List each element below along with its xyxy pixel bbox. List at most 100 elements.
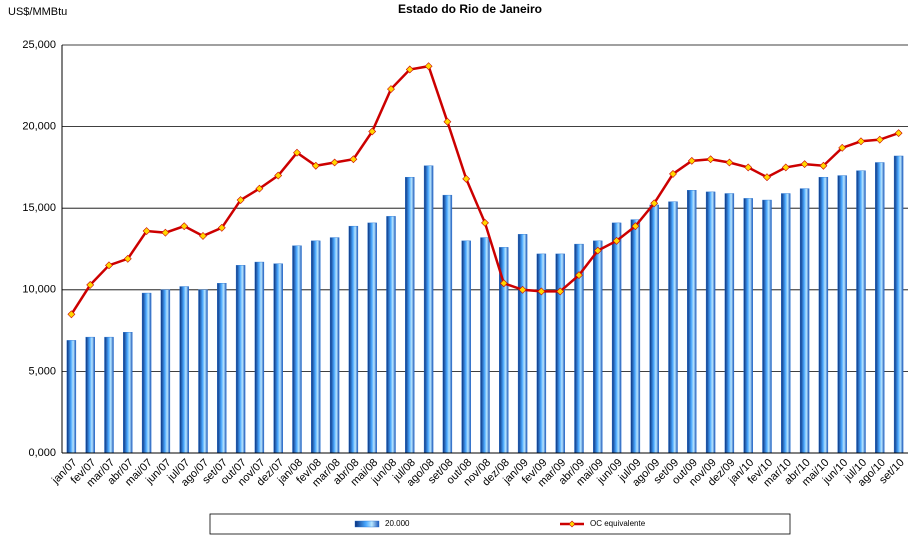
bar	[687, 190, 697, 454]
bar	[461, 240, 471, 454]
line-marker	[405, 65, 414, 74]
line-marker	[857, 137, 865, 146]
bar	[593, 240, 603, 454]
bar	[630, 219, 641, 454]
bar	[123, 332, 133, 454]
bar	[649, 204, 659, 454]
line-marker	[236, 196, 245, 204]
line-marker	[706, 155, 715, 164]
bar	[480, 237, 490, 454]
line-marker	[781, 163, 790, 172]
line-marker	[67, 310, 76, 319]
y-tick-label: 15,000	[22, 202, 56, 214]
bar	[405, 176, 415, 454]
bar	[875, 162, 885, 454]
line-marker	[650, 199, 659, 208]
line-marker	[274, 171, 283, 180]
bar	[724, 193, 735, 454]
bar	[536, 253, 547, 454]
bar	[781, 193, 791, 454]
line-marker	[443, 117, 452, 126]
line-marker	[744, 163, 753, 172]
bar	[799, 188, 810, 454]
line-marker	[575, 271, 583, 280]
y-axis-label: US$/MMBtu	[8, 6, 67, 18]
bar	[499, 247, 509, 454]
bar	[705, 191, 716, 454]
y-tick-label: 25,000	[22, 39, 56, 51]
bar	[856, 170, 866, 454]
bar	[818, 176, 829, 454]
y-tick-label: 10,000	[22, 284, 56, 296]
line-marker	[838, 143, 847, 152]
line-marker	[330, 158, 339, 167]
y-tick-label: 5,000	[28, 365, 56, 377]
line-marker	[612, 236, 621, 245]
line-marker	[142, 227, 151, 235]
line-marker	[819, 161, 828, 170]
bar	[837, 175, 847, 454]
bar	[762, 199, 772, 454]
bar	[179, 286, 189, 454]
line-marker	[105, 261, 113, 270]
line-marker	[462, 174, 471, 183]
bar	[442, 194, 453, 454]
legend-marker	[568, 520, 576, 528]
bar	[198, 289, 208, 454]
bar	[104, 336, 114, 454]
bar	[386, 216, 396, 454]
bar	[292, 245, 302, 454]
bar	[254, 261, 265, 454]
line-marker	[593, 246, 602, 255]
line-marker	[424, 62, 433, 71]
bar	[66, 340, 77, 454]
line-marker	[255, 184, 264, 193]
legend-label: 20.000	[385, 519, 410, 528]
line-marker	[800, 160, 809, 169]
bar	[668, 201, 678, 454]
bar	[160, 289, 171, 454]
bar	[893, 155, 904, 454]
line-marker	[217, 223, 226, 232]
bar	[329, 237, 340, 454]
line-marker	[180, 222, 189, 231]
bar	[217, 283, 227, 454]
bar	[273, 263, 283, 454]
line-marker	[687, 156, 696, 165]
line-marker	[349, 155, 358, 164]
line-marker	[481, 218, 489, 227]
bar	[555, 253, 565, 454]
bar	[141, 292, 152, 454]
legend-swatch	[354, 520, 380, 528]
legend-box	[209, 513, 791, 535]
bar	[311, 240, 321, 454]
line-marker	[875, 135, 884, 144]
line-marker	[86, 280, 95, 289]
line-marker	[669, 170, 677, 178]
legend-label: OC equivalente	[590, 519, 646, 528]
line-marker	[387, 85, 395, 93]
line-marker	[368, 127, 377, 136]
line-marker	[199, 232, 207, 240]
y-tick-label: 0,000	[28, 447, 56, 459]
line-marker	[311, 161, 320, 170]
bar	[348, 225, 359, 454]
line-marker	[499, 279, 508, 288]
y-tick-label: 20,000	[22, 121, 56, 133]
line-marker	[763, 173, 771, 182]
bar	[85, 336, 95, 454]
bar	[743, 198, 753, 454]
line-marker	[518, 285, 527, 294]
line-marker	[725, 158, 734, 167]
bar	[423, 165, 434, 454]
line-marker	[537, 287, 546, 296]
line-marker	[894, 129, 903, 138]
bar	[367, 222, 377, 454]
bar	[235, 265, 246, 454]
bar	[517, 234, 528, 454]
line-marker	[631, 222, 640, 231]
bar	[611, 222, 622, 454]
line-marker	[293, 148, 301, 157]
line-marker	[161, 228, 170, 237]
